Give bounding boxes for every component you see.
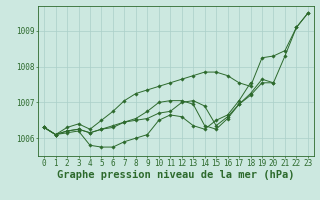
X-axis label: Graphe pression niveau de la mer (hPa): Graphe pression niveau de la mer (hPa) [57, 170, 295, 180]
